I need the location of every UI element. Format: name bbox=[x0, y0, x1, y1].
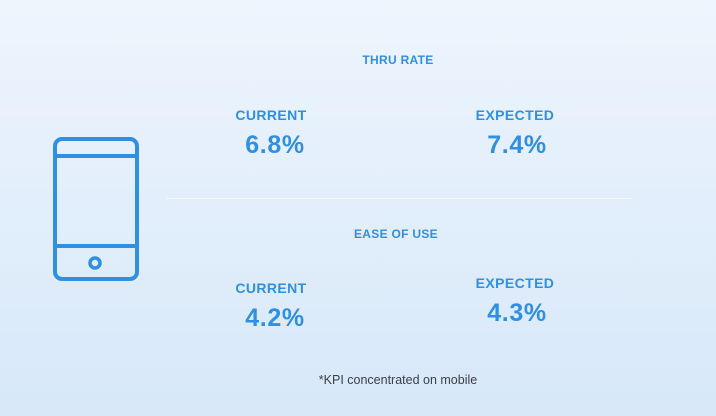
footnote: *KPI concentrated on mobile bbox=[318, 373, 478, 387]
section-title-thru-rate: THRU RATE bbox=[362, 53, 434, 67]
thru-rate-current-label: CURRENT bbox=[235, 107, 307, 123]
ease-of-use-current-value: 4.2% bbox=[245, 304, 305, 332]
section-title-ease-of-use: EASE OF USE bbox=[354, 227, 438, 241]
ease-of-use-expected-label: EXPECTED bbox=[475, 275, 555, 291]
thru-rate-current-value: 6.8% bbox=[245, 131, 305, 159]
ease-of-use-current-label: CURRENT bbox=[235, 280, 307, 296]
mobile-phone-icon bbox=[52, 136, 140, 282]
ease-of-use-expected-value: 4.3% bbox=[487, 299, 547, 327]
thru-rate-expected-label: EXPECTED bbox=[475, 107, 555, 123]
section-divider bbox=[166, 198, 632, 199]
thru-rate-expected-value: 7.4% bbox=[487, 131, 547, 159]
